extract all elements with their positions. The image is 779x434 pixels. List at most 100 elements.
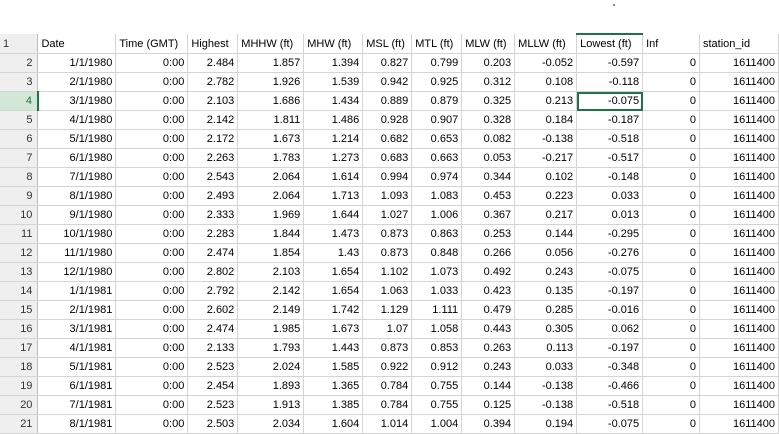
cell-highest[interactable]: 2.503	[187, 414, 239, 434]
cell-lowest[interactable]: -0.016	[576, 300, 644, 320]
cell-msl[interactable]: 1.129	[362, 300, 413, 320]
cell-date[interactable]: 4/1/1981	[37, 338, 117, 358]
cell-mlw[interactable]: 0.266	[461, 243, 516, 263]
cell-mhhw[interactable]: 1.893	[237, 376, 305, 396]
cell-date[interactable]: 4/1/1980	[37, 110, 117, 130]
cell-date[interactable]: 2/1/1980	[37, 72, 117, 92]
column-header-date[interactable]: Date	[37, 34, 117, 54]
column-header-station-id[interactable]: station_id	[699, 34, 779, 54]
cell-station-id[interactable]: 1611400	[699, 243, 779, 263]
cell-msl[interactable]: 0.928	[362, 110, 413, 130]
cell-lowest[interactable]: -0.276	[576, 243, 644, 263]
cell-time[interactable]: 0:00	[115, 357, 189, 377]
cell-mhw[interactable]: 1.273	[303, 148, 364, 168]
cell-msl[interactable]: 0.683	[362, 148, 413, 168]
column-header-mllw[interactable]: MLLW (ft)	[514, 34, 578, 54]
cell-time[interactable]: 0:00	[115, 205, 189, 225]
cell-time[interactable]: 0:00	[115, 338, 189, 358]
cell-date[interactable]: 7/1/1980	[37, 167, 117, 187]
cell-inf[interactable]: 0	[642, 338, 700, 358]
cell-mllw[interactable]: 0.213	[514, 91, 578, 111]
cell-station-id[interactable]: 1611400	[699, 205, 779, 225]
cell-station-id[interactable]: 1611400	[699, 186, 779, 206]
cell-mhhw[interactable]: 2.064	[237, 167, 305, 187]
cell-date[interactable]: 8/1/1980	[37, 186, 117, 206]
cell-mhhw[interactable]: 1.793	[237, 338, 305, 358]
cell-station-id[interactable]: 1611400	[699, 129, 779, 149]
row-header[interactable]: 1	[0, 34, 39, 54]
cell-mtl[interactable]: 1.111	[411, 300, 463, 320]
column-header-highest[interactable]: Highest	[187, 34, 239, 54]
column-header-time[interactable]: Time (GMT)	[115, 34, 189, 54]
cell-lowest[interactable]: -0.075	[576, 262, 644, 282]
cell-highest[interactable]: 2.792	[187, 281, 239, 301]
cell-mhw[interactable]: 1.43	[303, 243, 364, 263]
cell-msl[interactable]: 0.942	[362, 72, 413, 92]
cell-mlw[interactable]: 0.443	[461, 319, 516, 339]
cell-highest[interactable]: 2.523	[187, 395, 239, 415]
cell-date[interactable]: 8/1/1981	[37, 414, 117, 434]
row-header[interactable]: 15	[0, 300, 39, 320]
row-header[interactable]: 3	[0, 72, 39, 92]
column-header-mlw[interactable]: MLW (ft)	[461, 34, 516, 54]
cell-inf[interactable]: 0	[642, 167, 700, 187]
cell-mhw[interactable]: 1.443	[303, 338, 364, 358]
row-header[interactable]: 16	[0, 319, 39, 339]
cell-mhw[interactable]: 1.614	[303, 167, 364, 187]
column-header-mtl[interactable]: MTL (ft)	[411, 34, 463, 54]
cell-mlw[interactable]: 0.479	[461, 300, 516, 320]
cell-mllw[interactable]: 0.305	[514, 319, 578, 339]
cell-mtl[interactable]: 1.033	[411, 281, 463, 301]
cell-mhhw[interactable]: 2.024	[237, 357, 305, 377]
cell-mhhw[interactable]: 2.149	[237, 300, 305, 320]
cell-mlw[interactable]: 0.125	[461, 395, 516, 415]
cell-highest[interactable]: 2.602	[187, 300, 239, 320]
cell-lowest[interactable]: -0.517	[576, 148, 644, 168]
cell-highest[interactable]: 2.172	[187, 129, 239, 149]
cell-time[interactable]: 0:00	[115, 53, 189, 73]
cell-mlw[interactable]: 0.144	[461, 376, 516, 396]
cell-mllw[interactable]: 0.102	[514, 167, 578, 187]
cell-date[interactable]: 12/1/1980	[37, 262, 117, 282]
cell-mhw[interactable]: 1.214	[303, 129, 364, 149]
cell-highest[interactable]: 2.493	[187, 186, 239, 206]
cell-date[interactable]: 10/1/1980	[37, 224, 117, 244]
cell-mhw[interactable]: 1.365	[303, 376, 364, 396]
row-header[interactable]: 7	[0, 148, 39, 168]
cell-highest[interactable]: 2.782	[187, 72, 239, 92]
cell-mlw[interactable]: 0.243	[461, 357, 516, 377]
cell-mhhw[interactable]: 1.985	[237, 319, 305, 339]
cell-mtl[interactable]: 0.879	[411, 91, 463, 111]
cell-mllw[interactable]: 0.056	[514, 243, 578, 263]
cell-mtl[interactable]: 0.974	[411, 167, 463, 187]
cell-lowest[interactable]: -0.148	[576, 167, 644, 187]
cell-mtl[interactable]: 0.912	[411, 357, 463, 377]
cell-mtl[interactable]: 0.853	[411, 338, 463, 358]
cell-mhw[interactable]: 1.673	[303, 319, 364, 339]
cell-time[interactable]: 0:00	[115, 167, 189, 187]
cell-mhw[interactable]: 1.654	[303, 262, 364, 282]
row-header[interactable]: 18	[0, 357, 39, 377]
cell-mtl[interactable]: 1.006	[411, 205, 463, 225]
cell-station-id[interactable]: 1611400	[699, 91, 779, 111]
cell-station-id[interactable]: 1611400	[699, 414, 779, 434]
cell-inf[interactable]: 0	[642, 91, 700, 111]
column-header-lowest[interactable]: Lowest (ft)	[576, 33, 644, 54]
cell-mllw[interactable]: 0.184	[514, 110, 578, 130]
cell-station-id[interactable]: 1611400	[699, 281, 779, 301]
cell-mhhw[interactable]: 1.857	[237, 53, 305, 73]
cell-msl[interactable]: 0.784	[362, 395, 413, 415]
cell-msl[interactable]: 0.889	[362, 91, 413, 111]
cell-lowest[interactable]: -0.197	[576, 338, 644, 358]
cell-station-id[interactable]: 1611400	[699, 338, 779, 358]
cell-msl[interactable]: 0.682	[362, 129, 413, 149]
cell-msl[interactable]: 1.014	[362, 414, 413, 434]
cell-mllw[interactable]: 0.144	[514, 224, 578, 244]
cell-inf[interactable]: 0	[642, 72, 700, 92]
cell-mhhw[interactable]: 1.673	[237, 129, 305, 149]
column-header-msl[interactable]: MSL (ft)	[362, 34, 413, 54]
cell-time[interactable]: 0:00	[115, 376, 189, 396]
row-header[interactable]: 13	[0, 262, 39, 282]
cell-mllw[interactable]: -0.217	[514, 148, 578, 168]
cell-msl[interactable]: 1.093	[362, 186, 413, 206]
